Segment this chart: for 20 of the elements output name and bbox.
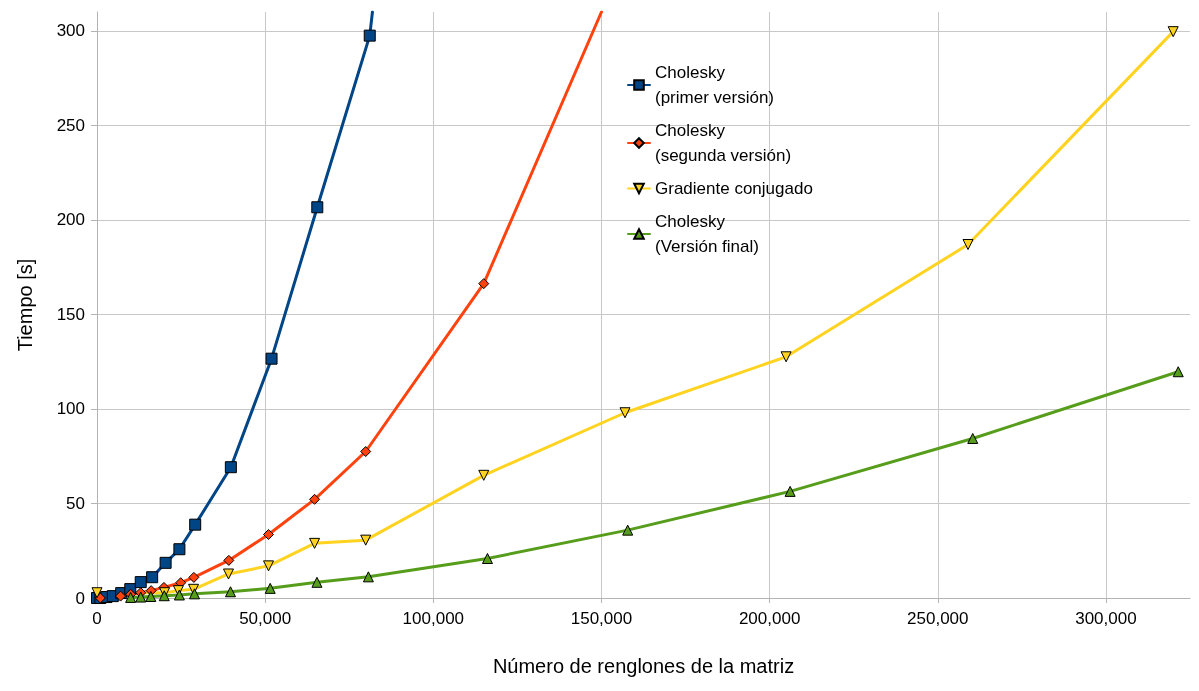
x-tick-label: 0 — [92, 609, 102, 628]
x-tick-label: 100,000 — [402, 609, 465, 628]
y-tick-label: 300 — [56, 21, 85, 41]
x-tick-label: 50,000 — [239, 609, 292, 628]
legend-label: Cholesky (primer versión) — [655, 63, 775, 107]
legend-label: Cholesky (Versión final) — [655, 212, 759, 256]
y-tick-label: 50 — [66, 493, 85, 513]
y-tick-label: 250 — [56, 115, 85, 135]
x-tick-label: 250,000 — [907, 609, 969, 628]
y-tick-label: 200 — [56, 210, 85, 230]
y-tick-label: 100 — [56, 399, 85, 419]
x-tick-label: 300,000 — [1075, 609, 1137, 628]
y-tick-label: 150 — [56, 304, 85, 324]
y-tick-label: 0 — [75, 588, 85, 608]
x-axis-title: Número de renglones de la matriz — [492, 655, 795, 677]
legend-label: Cholesky (segunda versión) — [655, 121, 792, 165]
x-tick-label: 200,000 — [738, 609, 801, 628]
legend-label: Gradiente conjugado — [655, 179, 813, 198]
x-tick-label: 150,000 — [570, 609, 633, 628]
y-axis-title: Tiempo [s] — [14, 258, 36, 352]
